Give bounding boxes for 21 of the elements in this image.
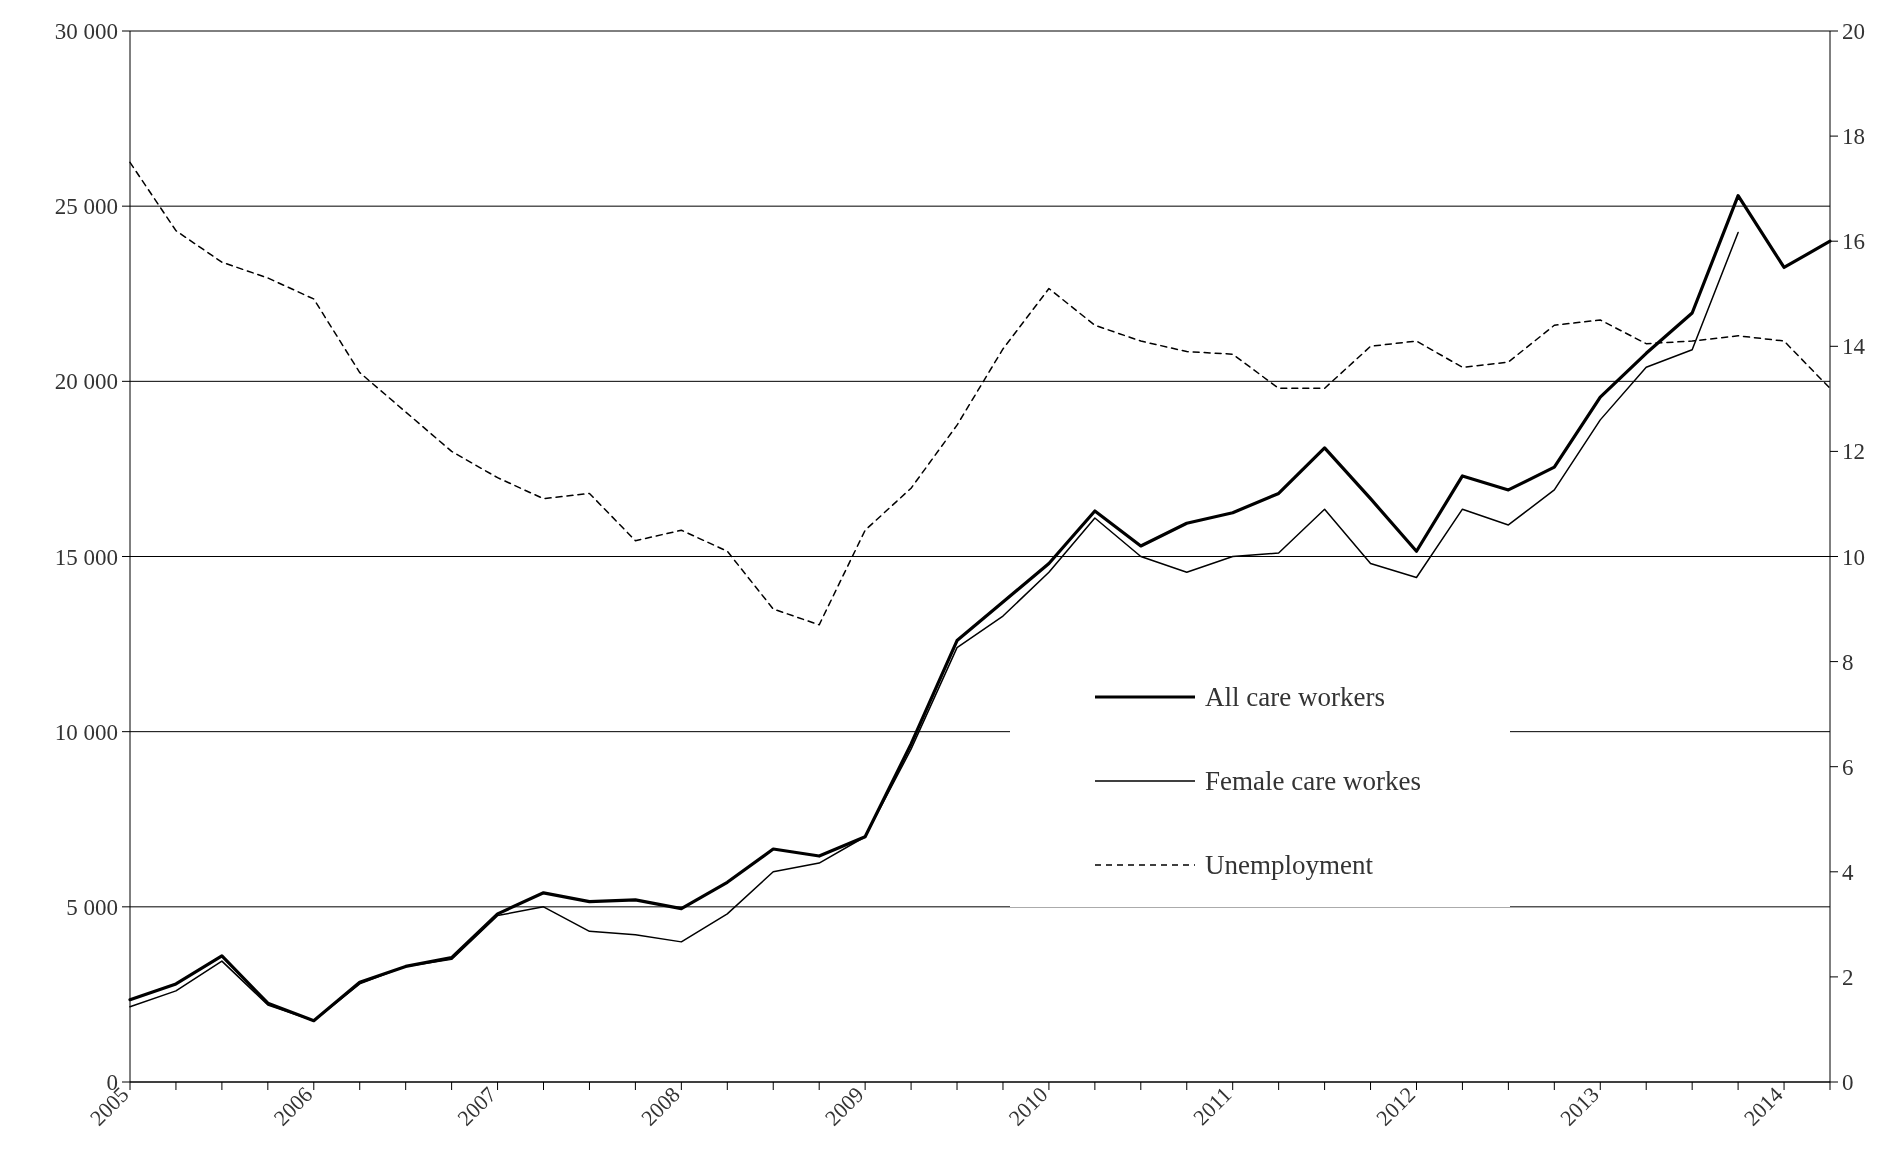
x-tick-label: 2011 — [1188, 1081, 1237, 1131]
y2-tick-label: 6 — [1842, 754, 1854, 780]
y2-tick-label: 14 — [1842, 334, 1866, 360]
y2-tick-label: 0 — [1842, 1070, 1854, 1096]
y-tick-label: 15 000 — [54, 544, 118, 570]
y2-tick-label: 10 — [1842, 544, 1865, 570]
legend-label: Female care workes — [1205, 766, 1421, 797]
y2-tick-label: 4 — [1842, 859, 1854, 885]
y-tick-label: 10 000 — [54, 719, 118, 745]
y-tick-label: 5 000 — [66, 894, 118, 920]
y2-tick-label: 8 — [1842, 649, 1854, 675]
y2-tick-label: 16 — [1842, 229, 1865, 255]
legend-label: Unemployment — [1205, 850, 1374, 881]
legend-label: All care workers — [1205, 682, 1385, 713]
y2-tick-label: 12 — [1842, 439, 1865, 465]
y-tick-label: 20 000 — [54, 369, 118, 395]
y2-tick-label: 2 — [1842, 964, 1854, 990]
y-tick-label: 30 000 — [54, 19, 118, 45]
y2-tick-label: 20 — [1842, 19, 1865, 45]
y-tick-label: 25 000 — [54, 194, 118, 220]
y2-tick-label: 18 — [1842, 124, 1865, 150]
